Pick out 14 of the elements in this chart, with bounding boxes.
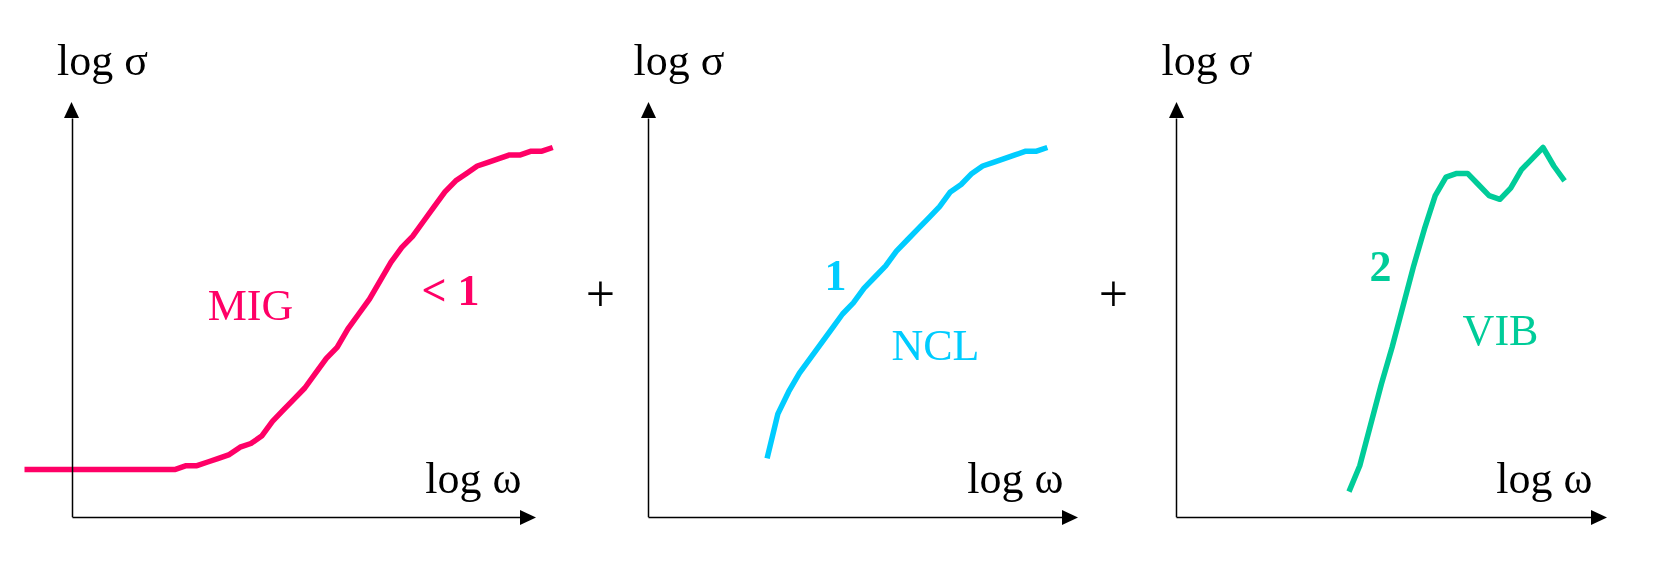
text: +	[585, 265, 616, 322]
series-label: MIG	[207, 281, 294, 330]
x-axis-title: log ω	[1496, 454, 1593, 503]
x-axis-title: log ω	[967, 454, 1064, 503]
y-axis-title: log σ	[1161, 36, 1253, 85]
text: +	[1098, 265, 1129, 322]
annotation: < 1	[421, 266, 480, 315]
y-axis-title: log σ	[57, 36, 149, 85]
y-axis-title: log σ	[633, 36, 725, 85]
annotation: 1	[824, 251, 847, 300]
series-label: VIB	[1462, 306, 1539, 355]
x-axis-title: log ω	[425, 454, 522, 503]
annotation: 2	[1369, 242, 1392, 291]
series-label: NCL	[891, 321, 980, 370]
